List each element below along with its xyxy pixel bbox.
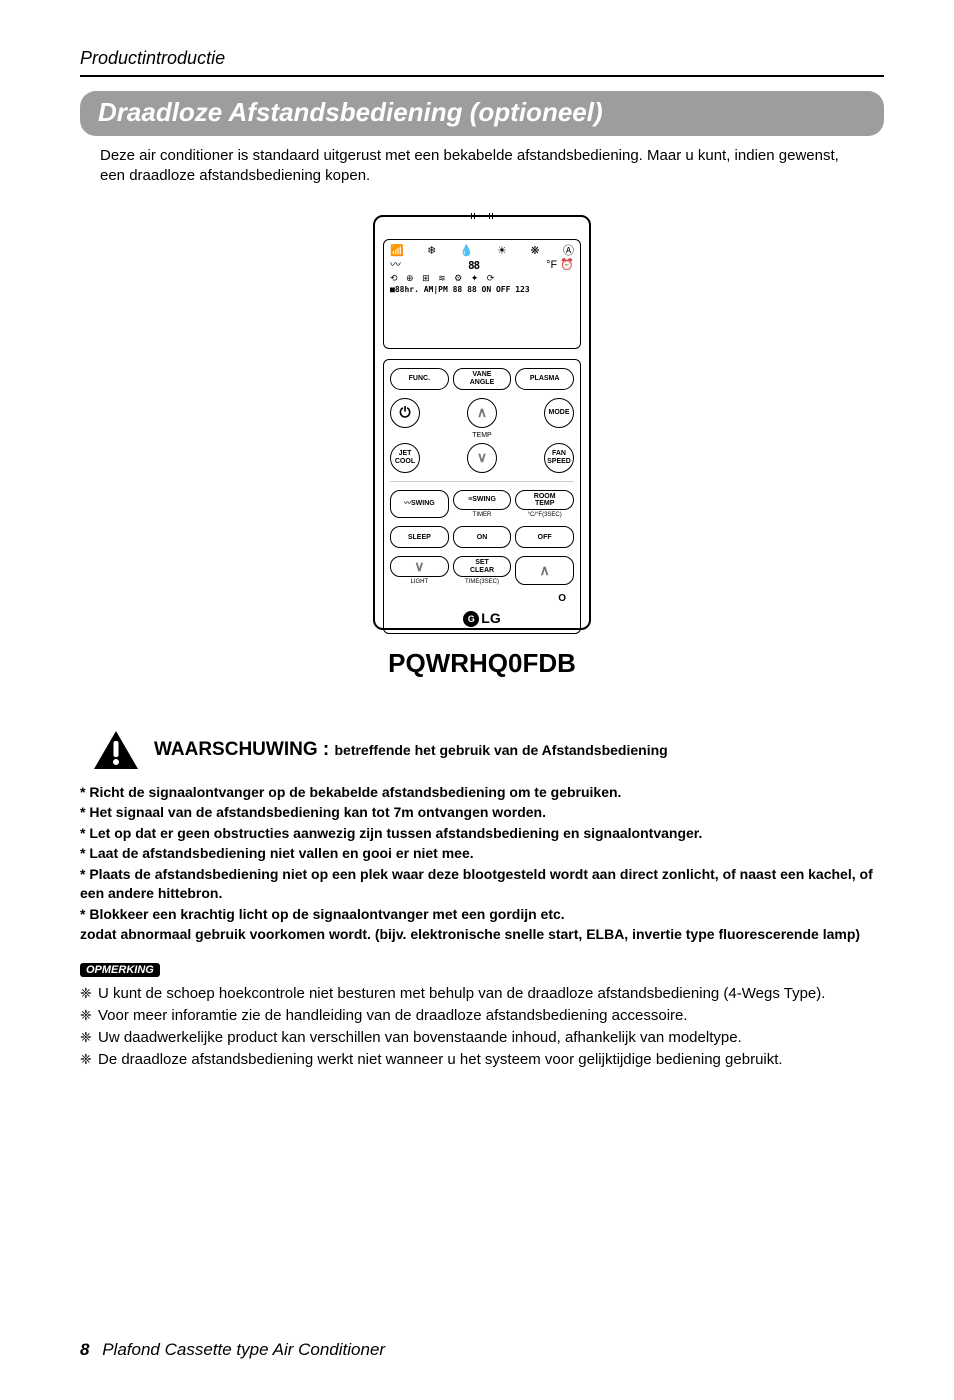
lcd-icon: 💧 (460, 246, 474, 257)
lcd-icon: ❋ (530, 246, 539, 257)
page-number: 8 (80, 1340, 89, 1359)
lcd-text: ⟲ ⊕ ⊞ ≋ ⚙ ✦ ⟳ (390, 274, 497, 283)
note-item: ❈De draadloze afstandsbediening werkt ni… (80, 1049, 884, 1071)
power-button[interactable]: ⏻ (390, 398, 420, 428)
button-panel: FUNC. VANE ANGLE PLASMA ⏻ ∧ MODE TEMP JE… (383, 359, 581, 635)
note-badge: OPMERKING (80, 963, 160, 977)
lcd-row3: ⟲ ⊕ ⊞ ≋ ⚙ ✦ ⟳ (390, 274, 574, 283)
lg-text: LG (481, 610, 500, 626)
mode-button[interactable]: MODE (544, 398, 574, 428)
lcd-icon: ❄ (427, 246, 436, 257)
down-button[interactable]: ∨ (390, 556, 449, 577)
cf-label: °C/°F(3SEC) (528, 512, 562, 518)
warning-header: WAARSCHUWING : betreffende het gebruik v… (92, 729, 884, 771)
warning-item: * Richt de signaalontvanger op de bekabe… (80, 783, 884, 803)
lg-logo: GLG (390, 610, 574, 627)
warning-item: * Plaats de afstandsbediening niet op ee… (80, 865, 884, 904)
page-footer: 8 Plafond Cassette type Air Conditioner (80, 1340, 385, 1360)
lcd-icon: ☀ (497, 246, 507, 257)
remote-lcd: 📶 ❄ 💧 ☀ ❋ Ⓐ 〰 88 °F ⏰ ⟲ ⊕ ⊞ ≋ ⚙ ✦ ⟳ ■88h… (383, 239, 581, 349)
ir-emitter-icon (465, 213, 499, 221)
timer-off-button[interactable]: OFF (515, 526, 574, 548)
temp-up-button[interactable]: ∧ (467, 398, 497, 428)
set-clear-button[interactable]: SET CLEAR (453, 556, 512, 577)
jet-cool-button[interactable]: JET COOL (390, 443, 420, 473)
lcd-icon: Ⓐ (563, 246, 574, 257)
light-label: LIGHT (411, 579, 429, 585)
lcd-icon: 📶 (390, 246, 404, 257)
lcd-row4: ■88hr. AM|PM 88 88 ON OFF 123 (390, 286, 574, 294)
bullet-icon: ❈ (80, 983, 98, 1005)
swing-v-button[interactable]: ≡SWING (453, 490, 512, 511)
lg-circle-icon: G (463, 611, 479, 627)
note-item: ❈Voor meer inforamtie zie de handleiding… (80, 1005, 884, 1027)
lcd-text: °F ⏰ (546, 260, 574, 271)
page-subtitle: Productintroductie (80, 48, 884, 69)
note-item: ❈Uw daadwerkelijke product kan verschill… (80, 1027, 884, 1049)
top-rule (80, 75, 884, 77)
model-number: PQWRHQ0FDB (80, 648, 884, 679)
bullet-icon: ❈ (80, 1005, 98, 1027)
section-title: Draadloze Afstandsbediening (optioneel) (80, 91, 884, 136)
lcd-text: 〰 (390, 260, 401, 271)
plasma-button[interactable]: PLASMA (515, 368, 574, 390)
reset-hole-icon: O (390, 593, 574, 604)
temp-label: TEMP (390, 432, 574, 439)
note-list: ❈U kunt de schoep hoekcontrole niet best… (80, 983, 884, 1070)
lcd-text: ■88hr. AM|PM 88 88 ON OFF 123 (390, 286, 530, 294)
up-button[interactable]: ∧ (515, 556, 574, 585)
lcd-row2: 〰 88 °F ⏰ (390, 260, 574, 271)
swing-h-button[interactable]: 〰SWING (390, 490, 449, 519)
bullet-icon: ❈ (80, 1027, 98, 1049)
fan-speed-button[interactable]: FAN SPEED (544, 443, 574, 473)
time-label: TIME(3SEC) (465, 579, 499, 585)
remote-body: 📶 ❄ 💧 ☀ ❋ Ⓐ 〰 88 °F ⏰ ⟲ ⊕ ⊞ ≋ ⚙ ✦ ⟳ ■88h… (373, 215, 591, 630)
remote-figure: 📶 ❄ 💧 ☀ ❋ Ⓐ 〰 88 °F ⏰ ⟲ ⊕ ⊞ ≋ ⚙ ✦ ⟳ ■88h… (80, 215, 884, 630)
note-item: ❈U kunt de schoep hoekcontrole niet best… (80, 983, 884, 1005)
temp-down-button[interactable]: ∨ (467, 443, 497, 473)
lcd-row1: 📶 ❄ 💧 ☀ ❋ Ⓐ (390, 246, 574, 257)
timer-label: TIMER (473, 512, 492, 518)
intro-paragraph: Deze air conditioner is standaard uitger… (100, 146, 864, 187)
warning-triangle-icon (92, 729, 140, 771)
bullet-icon: ❈ (80, 1049, 98, 1071)
footer-text: Plafond Cassette type Air Conditioner (102, 1340, 385, 1359)
warning-subtitle: betreffende het gebruik van de Afstandsb… (334, 742, 667, 758)
lcd-88: 88 (468, 260, 479, 271)
warning-item: * Let op dat er geen obstructies aanwezi… (80, 824, 884, 844)
vane-angle-button[interactable]: VANE ANGLE (453, 368, 512, 390)
room-temp-button[interactable]: ROOM TEMP (515, 490, 574, 511)
func-button[interactable]: FUNC. (390, 368, 449, 390)
warning-item: * Blokkeer een krachtig licht op de sign… (80, 905, 884, 944)
warning-item: * Het signaal van de afstandsbediening k… (80, 803, 884, 823)
sleep-button[interactable]: SLEEP (390, 526, 449, 548)
warning-item: * Laat de afstandsbediening niet vallen … (80, 844, 884, 864)
warning-title: WAARSCHUWING : (154, 739, 334, 760)
warning-list: * Richt de signaalontvanger op de bekabe… (80, 783, 884, 945)
timer-on-button[interactable]: ON (453, 526, 512, 548)
